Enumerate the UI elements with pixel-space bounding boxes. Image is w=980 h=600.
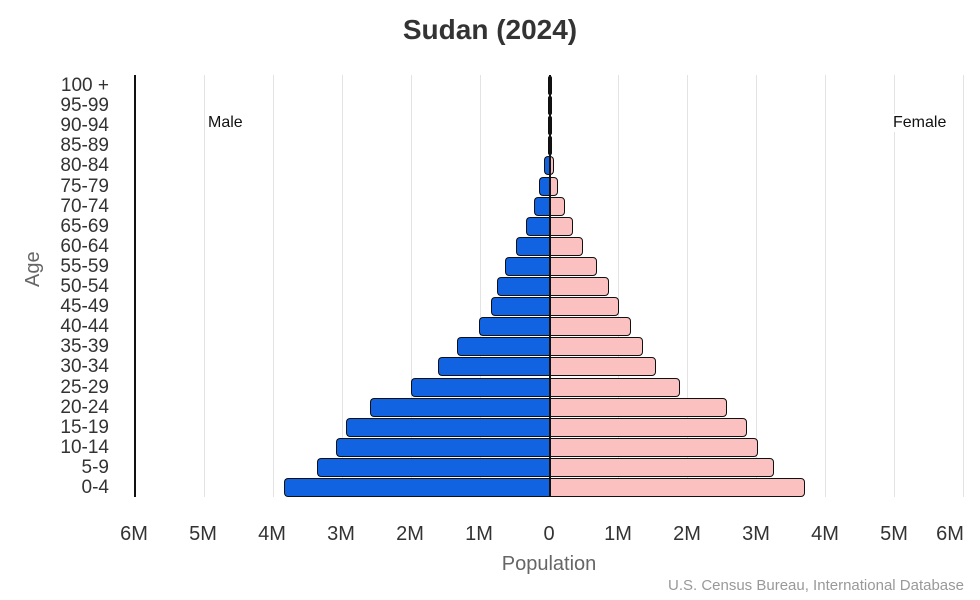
female-bar[interactable] <box>550 297 619 317</box>
male-bar[interactable] <box>538 176 550 196</box>
y-axis-label: Age <box>22 251 44 287</box>
legend-male: Male <box>206 114 245 132</box>
x-tick-label: 3M <box>327 523 355 545</box>
x-tick-label: 6M <box>120 523 148 545</box>
female-bar[interactable] <box>550 377 680 397</box>
female-bar[interactable] <box>550 236 584 256</box>
x-tick-label: 3M <box>742 523 770 545</box>
chart-title: Sudan (2024) <box>402 14 578 45</box>
male-bar[interactable] <box>438 357 550 377</box>
male-bar[interactable] <box>547 136 550 156</box>
female-bar[interactable] <box>550 216 573 236</box>
male-bar[interactable] <box>543 156 550 176</box>
grid-line <box>411 75 412 497</box>
age-group-label: 40-44 <box>60 316 109 338</box>
x-tick-label: 0 <box>543 523 555 545</box>
female-bar[interactable] <box>550 277 610 296</box>
x-tick-label: 2M <box>396 523 424 545</box>
male-bar[interactable] <box>316 457 550 477</box>
x-axis-label: Population <box>501 553 597 575</box>
male-bar[interactable] <box>456 337 550 357</box>
female-bar[interactable] <box>550 417 748 437</box>
age-group-label: 15-19 <box>60 416 109 438</box>
x-tick-label: 4M <box>258 523 286 545</box>
age-group-label: 60-64 <box>60 235 109 257</box>
female-bar[interactable] <box>550 317 631 337</box>
age-group-label: 35-39 <box>60 336 109 358</box>
male-bar[interactable] <box>283 478 550 497</box>
age-group-label: 30-34 <box>60 356 109 378</box>
grid-line <box>687 75 688 497</box>
male-bar[interactable] <box>345 417 550 437</box>
female-bar[interactable] <box>550 176 559 196</box>
male-bar[interactable] <box>336 437 550 457</box>
source-credit: U.S. Census Bureau, International Databa… <box>667 577 964 594</box>
age-group-label: 90-94 <box>60 115 109 137</box>
x-tick-label: 1M <box>604 523 632 545</box>
x-tick-label: 2M <box>673 523 701 545</box>
x-tick-label: 1M <box>465 523 493 545</box>
female-bar[interactable] <box>550 397 728 417</box>
age-group-label: 25-29 <box>60 376 109 398</box>
grid-line <box>342 75 343 497</box>
age-group-label: 50-54 <box>60 276 109 297</box>
age-group-label: 10-14 <box>60 436 109 458</box>
age-group-label: 75-79 <box>60 175 109 197</box>
grid-line <box>273 75 274 497</box>
grid-line <box>618 75 619 497</box>
female-bar[interactable] <box>550 256 597 276</box>
grid-line <box>204 75 205 497</box>
age-group-label: 80-84 <box>60 155 109 177</box>
age-group-label: 20-24 <box>60 396 109 418</box>
grid-line <box>480 75 481 497</box>
age-group-label: 100 + <box>60 75 109 96</box>
age-group-label: 45-49 <box>60 296 109 318</box>
female-bar[interactable] <box>550 457 775 477</box>
x-tick-label: 5M <box>880 523 908 545</box>
male-bar[interactable] <box>534 196 550 216</box>
age-group-label: 0-4 <box>81 477 109 498</box>
female-bar[interactable] <box>550 478 806 497</box>
male-bar[interactable] <box>496 277 550 296</box>
age-group-label: 55-59 <box>60 255 109 277</box>
male-bar[interactable] <box>490 297 550 317</box>
female-bar[interactable] <box>550 437 758 457</box>
male-bar[interactable] <box>516 236 550 256</box>
grid-line <box>963 75 964 497</box>
age-group-label: 70-74 <box>60 195 109 217</box>
female-bar[interactable] <box>550 357 657 377</box>
grid-line <box>894 75 895 497</box>
male-bar[interactable] <box>505 256 550 276</box>
grid-line <box>756 75 757 497</box>
male-bar[interactable] <box>478 317 550 337</box>
zero-axis-line <box>549 75 551 497</box>
x-tick-label: 4M <box>811 523 839 545</box>
x-tick-label: 5M <box>189 523 217 545</box>
y-axis-line <box>134 75 136 497</box>
male-bar[interactable] <box>525 216 550 236</box>
female-bar[interactable] <box>550 196 566 216</box>
age-group-label: 5-9 <box>81 456 109 478</box>
male-bar[interactable] <box>411 377 550 397</box>
age-group-label: 85-89 <box>60 135 109 157</box>
age-group-label: 65-69 <box>60 215 109 237</box>
female-bar[interactable] <box>550 337 644 357</box>
age-group-label: 95-99 <box>60 95 109 117</box>
grid-line <box>825 75 826 497</box>
legend-female: Female <box>891 114 949 132</box>
male-bar[interactable] <box>369 397 550 417</box>
x-tick-label: 6M <box>936 523 964 545</box>
